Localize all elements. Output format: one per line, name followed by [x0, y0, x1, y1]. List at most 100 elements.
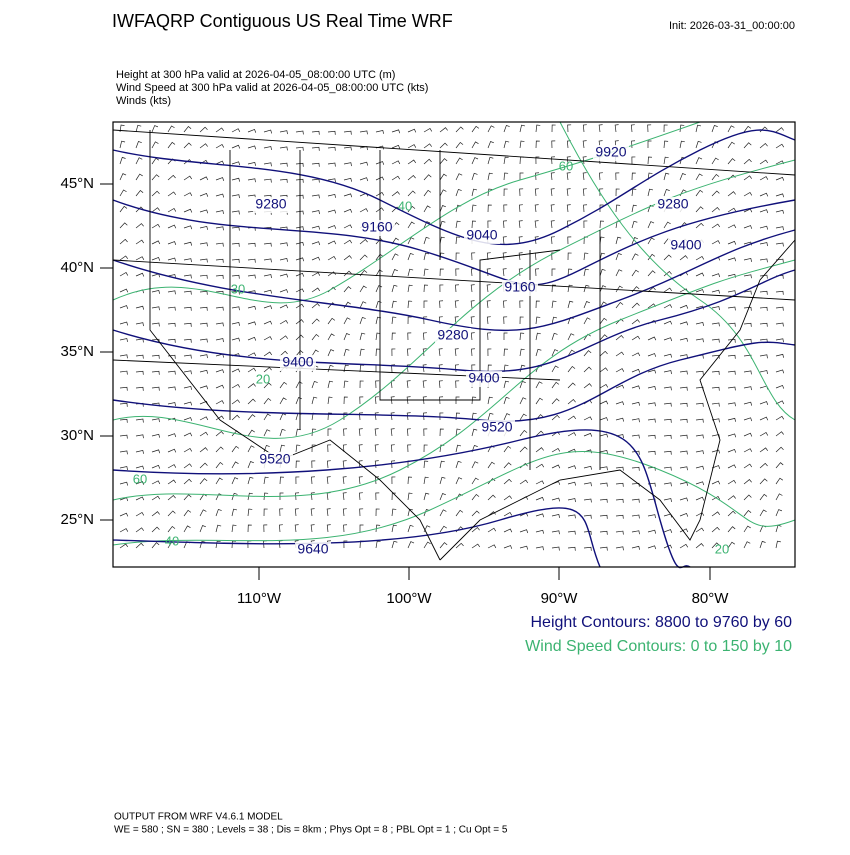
wind-barb — [327, 317, 336, 325]
wind-barb — [567, 284, 573, 293]
wind-barb — [135, 511, 145, 517]
wind-barb — [343, 177, 352, 182]
wind-barb — [599, 433, 609, 438]
wind-barb — [263, 508, 268, 517]
wind-barb — [535, 348, 542, 357]
wind-barb — [519, 380, 526, 389]
wind-barb — [247, 274, 256, 279]
wind-barb — [631, 434, 640, 439]
wind-barb — [599, 417, 609, 421]
wind-barb — [519, 397, 527, 405]
wind-barb — [727, 224, 737, 229]
wind-barb — [391, 460, 396, 469]
wind-barb — [375, 524, 381, 533]
wind-barb — [695, 434, 704, 439]
lon-label: 110°W — [237, 590, 282, 607]
wind-barb — [615, 334, 624, 341]
wind-barb — [167, 224, 177, 229]
wind-barb — [183, 274, 192, 279]
wind-barb — [263, 305, 273, 310]
wind-barb — [743, 225, 753, 229]
wind-barb — [199, 225, 208, 230]
wind-barb — [535, 140, 540, 149]
wind-barb — [534, 236, 539, 245]
wind-barb — [743, 479, 752, 485]
wind-barb — [615, 434, 624, 439]
wind-barb — [519, 316, 524, 325]
wind-barb — [486, 316, 491, 325]
wind-barb — [423, 476, 429, 485]
wind-barb — [663, 450, 672, 455]
wind-barb — [343, 239, 353, 245]
wind-barb — [503, 348, 508, 357]
wind-barb — [663, 370, 672, 375]
wind-barb — [119, 156, 126, 165]
wind-barb — [615, 530, 624, 535]
wind-barb — [551, 497, 561, 502]
wind-barb — [311, 146, 320, 151]
wind-barb — [422, 364, 427, 373]
wind-barb — [407, 221, 415, 229]
wind-barb — [231, 524, 237, 533]
wind-barb — [631, 335, 641, 341]
wind-barb — [247, 429, 255, 437]
wind-barb — [247, 476, 254, 485]
wind-barb — [231, 177, 240, 182]
wind-barb — [615, 269, 623, 277]
wind-barb — [583, 432, 593, 437]
wind-barb — [167, 338, 176, 343]
wind-barb — [455, 444, 462, 453]
wind-barb — [342, 508, 347, 517]
wind-barb — [295, 334, 304, 341]
wind-barb — [231, 337, 241, 342]
wind-barb — [471, 412, 477, 421]
wind-barb — [423, 268, 429, 277]
wind-barb — [631, 319, 640, 325]
wind-barb — [119, 338, 128, 342]
wind-barb — [151, 464, 161, 469]
wind-barb — [263, 162, 272, 167]
wind-barb — [183, 463, 192, 469]
wind-barb — [711, 206, 720, 213]
wind-barb — [535, 381, 543, 389]
wind-barb — [135, 370, 144, 375]
wind-barb — [695, 543, 704, 549]
title: IWFAQRP Contiguous US Real Time WRF — [112, 11, 453, 31]
wind-barb — [407, 284, 413, 293]
contour-label-bg — [479, 420, 515, 436]
wind-barb — [311, 130, 320, 135]
wind-barb — [247, 178, 256, 183]
wind-barb — [679, 543, 689, 549]
wind-barb — [727, 207, 737, 213]
wind-barb — [231, 414, 240, 421]
wind-barb — [503, 511, 513, 517]
wind-barb — [135, 157, 143, 165]
wind-barb — [311, 162, 320, 167]
wind-barb — [279, 130, 288, 135]
wind-barb — [199, 209, 209, 214]
wind-barb — [135, 465, 145, 470]
height-contours — [112, 129, 796, 569]
wind-barb — [151, 207, 160, 213]
wind-barb — [503, 445, 512, 453]
wind-barb — [471, 428, 478, 437]
wind-barb — [567, 300, 574, 309]
wind-barb — [727, 541, 736, 549]
wind-barb — [294, 524, 299, 533]
wind-barb — [487, 220, 492, 229]
wind-barb — [663, 482, 672, 487]
wind-barb — [151, 322, 160, 327]
wind-barb — [343, 224, 353, 229]
wind-barb — [679, 173, 686, 181]
wind-barb — [502, 268, 507, 277]
wind-barb — [775, 446, 784, 453]
wind-barb — [327, 255, 337, 261]
wind-barb — [535, 513, 545, 518]
wind-barb — [775, 193, 785, 198]
wind-barb — [551, 300, 557, 309]
wind-barb — [279, 476, 284, 485]
wind-barb — [647, 253, 656, 261]
wind-barb — [231, 161, 241, 166]
wind-barb — [631, 418, 640, 423]
